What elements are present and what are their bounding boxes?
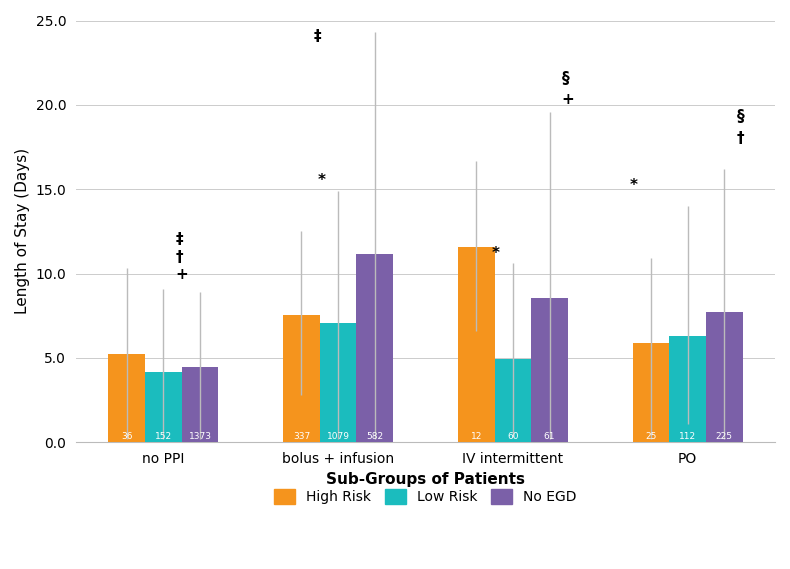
Bar [145,372,182,442]
Text: 60: 60 [507,432,519,441]
Text: †: † [736,131,744,146]
Text: +: + [175,267,188,282]
Bar [706,311,743,442]
Y-axis label: Length of Stay (Days): Length of Stay (Days) [15,149,30,315]
Bar [182,367,219,442]
Text: *: * [630,178,638,192]
Text: 225: 225 [716,432,733,441]
Bar [633,343,669,442]
Bar [108,354,145,442]
Bar [669,336,706,442]
Text: †: † [175,250,183,265]
Text: §: § [562,71,570,86]
Text: ‡: ‡ [314,29,322,44]
Text: §: § [736,109,744,124]
Bar [320,323,356,442]
Text: *: * [317,174,325,188]
Text: 61: 61 [544,432,555,441]
Text: 36: 36 [121,432,133,441]
Text: 582: 582 [367,432,383,441]
Text: 25: 25 [645,432,656,441]
Bar [531,298,568,442]
Bar [495,358,531,442]
Text: 1079: 1079 [326,432,350,441]
Text: 1373: 1373 [189,432,212,441]
Text: ‡: ‡ [175,232,183,248]
Text: 112: 112 [679,432,696,441]
Bar [458,248,495,442]
Text: +: + [562,92,574,106]
Bar [283,315,320,442]
Legend: High Risk, Low Risk, No EGD: High Risk, Low Risk, No EGD [267,483,584,511]
Text: 12: 12 [471,432,482,441]
X-axis label: Sub-Groups of Patients: Sub-Groups of Patients [326,472,525,486]
Text: *: * [492,246,500,261]
Bar [356,254,393,442]
Text: 337: 337 [293,432,310,441]
Text: 152: 152 [155,432,172,441]
